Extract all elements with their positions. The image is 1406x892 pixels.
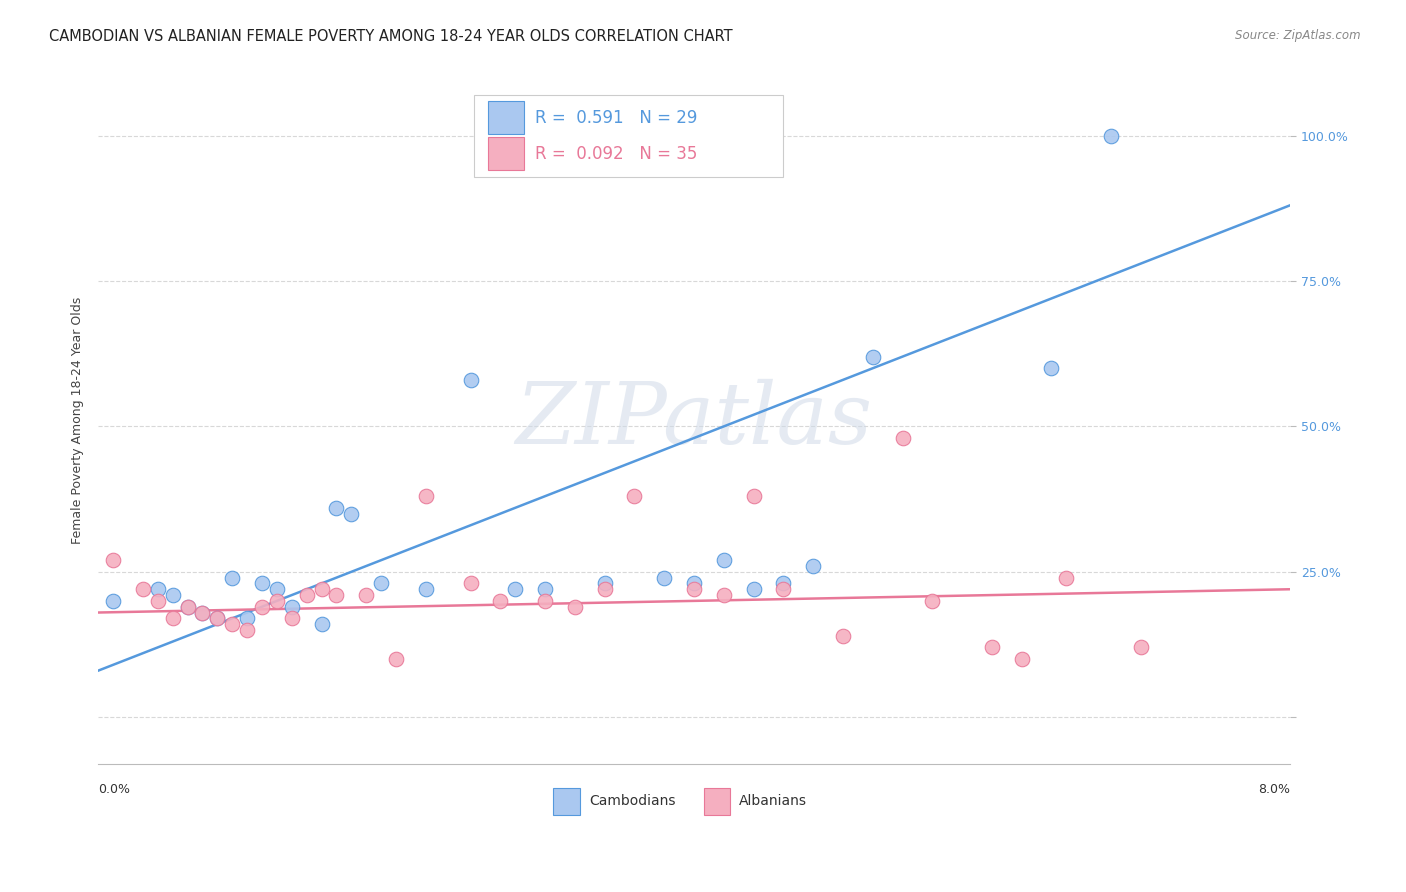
Point [862,350,884,364]
Point [176,599,198,614]
Point [250,599,273,614]
Point [1011,652,1033,666]
Point [325,500,347,515]
Point [385,652,408,666]
Text: Source: ZipAtlas.com: Source: ZipAtlas.com [1236,29,1361,42]
Point [176,599,198,614]
Point [415,582,437,597]
Point [415,489,437,503]
Point [460,576,482,591]
Point [340,507,363,521]
Point [101,594,124,608]
Point [460,373,482,387]
Text: Albanians: Albanians [740,795,807,808]
Point [162,611,184,625]
Y-axis label: Female Poverty Among 18-24 Year Olds: Female Poverty Among 18-24 Year Olds [72,297,84,544]
Point [221,617,243,632]
Text: R =  0.591   N = 29: R = 0.591 N = 29 [536,109,697,127]
Point [295,588,318,602]
Point [236,611,259,625]
Point [281,611,304,625]
Point [742,489,765,503]
Point [1129,640,1152,655]
Text: ZIPatlas: ZIPatlas [516,379,873,462]
Point [325,588,347,602]
Point [593,576,616,591]
Point [623,489,645,503]
Point [1099,128,1122,143]
Point [146,594,169,608]
Point [370,576,392,591]
Point [832,629,855,643]
Point [132,582,155,597]
Point [891,431,914,445]
Point [742,582,765,597]
Text: 0.0%: 0.0% [98,783,131,796]
Point [534,582,557,597]
Point [772,576,794,591]
Point [101,553,124,567]
Point [236,623,259,637]
Point [266,582,288,597]
Point [683,576,706,591]
Point [713,588,735,602]
Point [683,582,706,597]
FancyBboxPatch shape [488,101,523,134]
Point [652,571,675,585]
Text: 8.0%: 8.0% [1258,783,1289,796]
Text: Cambodians: Cambodians [589,795,676,808]
Point [311,582,333,597]
FancyBboxPatch shape [554,789,579,814]
FancyBboxPatch shape [488,137,523,170]
Text: CAMBODIAN VS ALBANIAN FEMALE POVERTY AMONG 18-24 YEAR OLDS CORRELATION CHART: CAMBODIAN VS ALBANIAN FEMALE POVERTY AMO… [49,29,733,44]
Point [266,594,288,608]
FancyBboxPatch shape [474,95,783,177]
Point [191,606,214,620]
Point [503,582,526,597]
Point [921,594,943,608]
Point [191,606,214,620]
Point [354,588,377,602]
Point [772,582,794,597]
FancyBboxPatch shape [703,789,730,814]
Point [564,599,586,614]
Point [1054,571,1077,585]
Point [207,611,229,625]
Point [489,594,512,608]
Point [162,588,184,602]
Point [281,599,304,614]
Point [221,571,243,585]
Point [593,582,616,597]
Point [980,640,1002,655]
Text: R =  0.092   N = 35: R = 0.092 N = 35 [536,145,697,163]
Point [801,559,824,574]
Point [311,617,333,632]
Point [1040,361,1063,376]
Point [534,594,557,608]
Point [207,611,229,625]
Point [713,553,735,567]
Point [146,582,169,597]
Point [250,576,273,591]
